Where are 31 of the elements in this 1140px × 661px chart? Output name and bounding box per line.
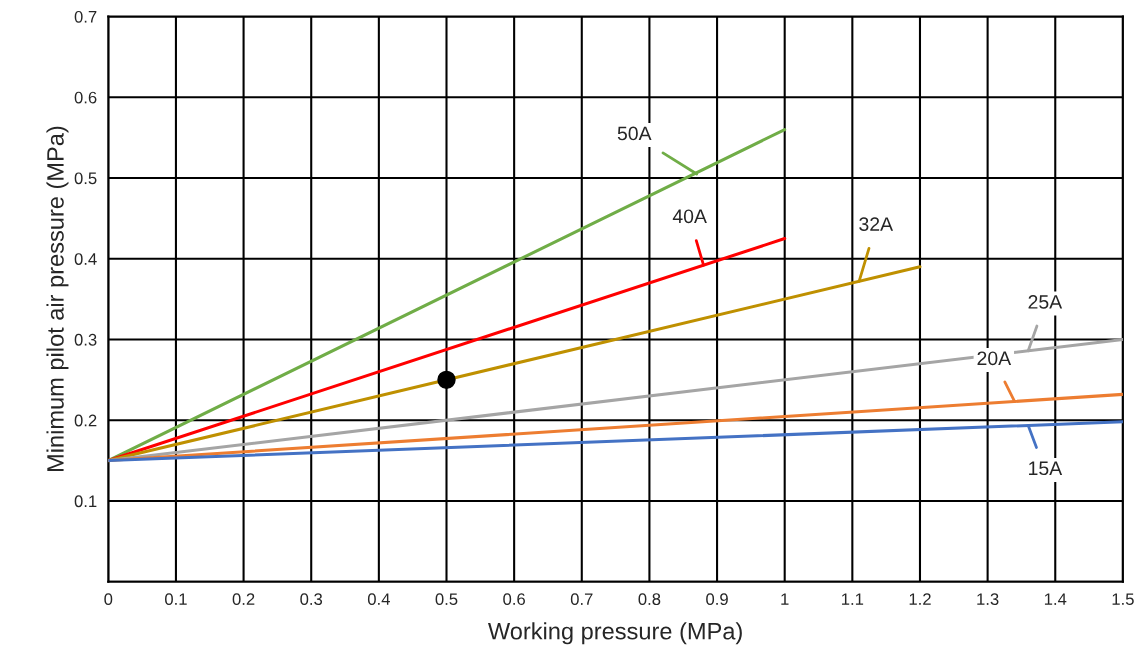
annotation: 40A — [672, 209, 707, 224]
x-tick-label: 0.5 — [435, 593, 458, 606]
y-tick-label: 0.2 — [74, 414, 97, 427]
y-tick-label: 0.3 — [74, 333, 97, 346]
x-tick-label: 0.2 — [232, 593, 255, 606]
x-tick-label: 1.2 — [909, 593, 931, 605]
annotation: 50A — [617, 126, 652, 141]
x-tick-label: 0.4 — [367, 593, 390, 606]
y-tick-label: 0.7 — [74, 10, 97, 23]
y-tick-label: 0.5 — [74, 172, 97, 185]
y-tick-label: 0.4 — [74, 253, 97, 265]
x-tick-label: 0.3 — [300, 593, 323, 606]
annotation: 32A — [859, 217, 894, 231]
x-tick-label: 1.1 — [842, 593, 864, 605]
annotation: 20A — [977, 351, 1012, 366]
y-tick-label: 0.6 — [74, 91, 97, 104]
y-tick-label: 0.1 — [74, 495, 97, 508]
x-tick-label: 0 — [104, 593, 113, 606]
x-axis-title: Working pressure (MPa) — [487, 622, 742, 645]
x-tick-label: 0.1 — [165, 593, 187, 606]
x-tick-label: 1 — [781, 593, 789, 605]
x-tick-label: 0.9 — [706, 593, 728, 606]
annotation: 15A — [1029, 461, 1063, 476]
x-tick-label: 0.7 — [570, 593, 593, 606]
annotation: 25A — [1028, 295, 1063, 309]
x-tick-label: 1.5 — [1112, 593, 1134, 606]
y-axis-title: Minimum pilot air pressure (MPa) — [46, 126, 69, 471]
x-tick-label: 0.8 — [638, 593, 661, 606]
x-tick-label: 1.3 — [977, 593, 999, 606]
x-tick-label: 0.6 — [503, 593, 525, 606]
x-tick-label: 1.4 — [1044, 593, 1067, 605]
